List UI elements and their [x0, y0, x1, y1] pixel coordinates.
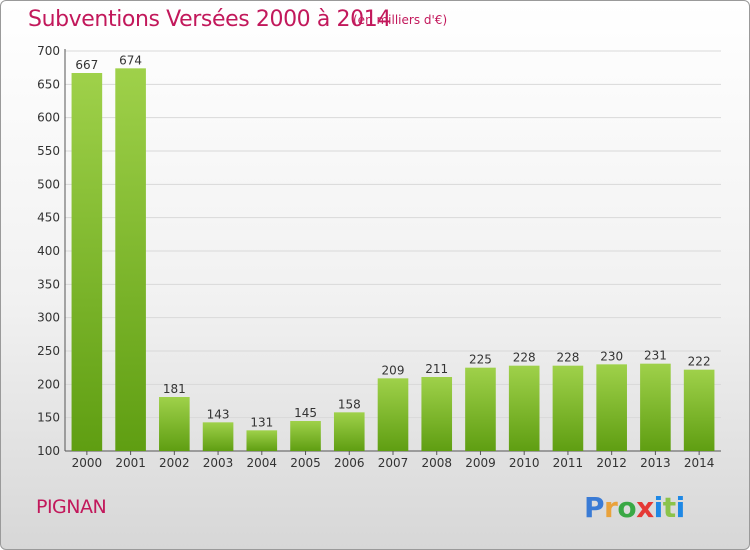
- x-tick-label: 2003: [203, 456, 234, 470]
- y-tick-label: 400: [37, 244, 60, 258]
- bar: [333, 412, 365, 451]
- commune-name: PIGNAN: [36, 496, 107, 518]
- y-tick-label: 300: [37, 311, 60, 325]
- data-label: 211: [425, 362, 448, 376]
- y-tick-label: 600: [37, 111, 60, 125]
- bar: [159, 397, 190, 451]
- chart-subtitle: (en milliers d'€): [353, 13, 448, 27]
- bar: [202, 422, 234, 451]
- bar: [115, 68, 146, 451]
- bar: [640, 363, 671, 451]
- bar: [683, 369, 715, 451]
- chart-title: Subventions Versées 2000 à 2014: [28, 7, 391, 32]
- data-label: 228: [513, 351, 536, 365]
- y-tick-label: 250: [37, 344, 60, 358]
- bar: [290, 421, 321, 451]
- data-label: 143: [207, 407, 230, 421]
- x-tick-label: 2004: [247, 456, 278, 470]
- x-tick-label: 2013: [640, 456, 671, 470]
- x-tick-label: 2001: [115, 456, 146, 470]
- x-tick-label: 2005: [290, 456, 321, 470]
- x-tick-label: 2012: [596, 456, 627, 470]
- y-tick-label: 650: [37, 77, 60, 91]
- y-tick-label: 200: [37, 377, 60, 391]
- bar: [465, 367, 496, 451]
- x-tick-label: 2007: [378, 456, 409, 470]
- x-tick-label: 2011: [553, 456, 584, 470]
- data-label: 222: [688, 355, 711, 369]
- data-label: 181: [163, 382, 186, 396]
- y-tick-label: 350: [37, 277, 60, 291]
- data-label: 667: [75, 58, 98, 72]
- y-tick-label: 500: [37, 177, 60, 191]
- bar: [71, 73, 103, 451]
- data-label: 209: [382, 363, 405, 377]
- x-tick-label: 2002: [159, 456, 190, 470]
- bar: [552, 365, 584, 451]
- data-label: 131: [250, 415, 273, 429]
- y-tick-label: 150: [37, 411, 60, 425]
- y-tick-label: 550: [37, 144, 60, 158]
- x-tick-label: 2006: [334, 456, 365, 470]
- bars: [71, 68, 715, 451]
- bar: [508, 365, 540, 451]
- x-tick-label: 2008: [421, 456, 452, 470]
- value-labels: 667 674 181 143 131 145 158 209 211 225 228 228 230 2…: [75, 53, 710, 429]
- y-tick-label: 450: [37, 211, 60, 225]
- bar: [246, 430, 278, 451]
- x-tick-label: 2014: [684, 456, 715, 470]
- bar: [377, 378, 409, 451]
- tick-labels: 100 150 200 250 300 350 400 450 500 550 600 650 700 2…: [37, 44, 714, 470]
- data-label: 230: [600, 349, 623, 363]
- x-tick-label: 2000: [72, 456, 103, 470]
- data-label: 158: [338, 397, 361, 411]
- data-label: 674: [119, 53, 142, 67]
- x-tick-label: 2010: [509, 456, 540, 470]
- proxiti-logo: Proxiti: [584, 491, 685, 524]
- bar: [596, 364, 627, 451]
- data-label: 231: [644, 349, 667, 363]
- y-tick-label: 700: [37, 44, 60, 58]
- data-label: 225: [469, 353, 492, 367]
- bar: [421, 377, 453, 451]
- y-tick-label: 100: [37, 444, 60, 458]
- data-label: 228: [556, 351, 579, 365]
- data-label: 145: [294, 406, 317, 420]
- x-tick-label: 2009: [465, 456, 496, 470]
